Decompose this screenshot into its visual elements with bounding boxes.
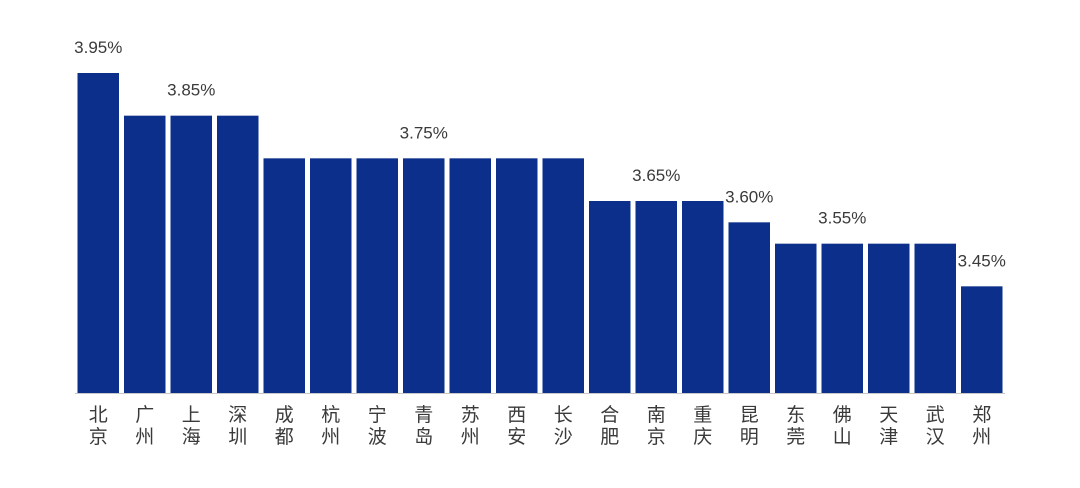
category-label-4: 深圳 (228, 404, 247, 448)
category-label-11: 长沙 (554, 404, 573, 448)
bar-11 (542, 158, 584, 393)
value-label-20: 3.45% (958, 251, 1006, 270)
category-label-9: 苏州 (461, 404, 480, 448)
category-label-5: 成都 (275, 404, 294, 448)
category-label-19: 武汉 (926, 404, 945, 448)
bar-17 (821, 243, 863, 393)
bar-8 (403, 158, 445, 393)
category-label-15: 昆明 (740, 404, 759, 448)
value-label-1: 3.95% (74, 38, 122, 57)
bar-12 (589, 201, 631, 393)
bar-5 (263, 158, 305, 393)
category-label-6: 杭州 (321, 404, 340, 448)
bar-19 (914, 243, 956, 393)
bar-6 (310, 158, 352, 393)
category-label-7: 宁波 (368, 404, 387, 448)
bar-9 (449, 158, 491, 393)
category-label-16: 东莞 (786, 404, 805, 448)
category-label-1: 北京 (89, 404, 108, 448)
bar-7 (356, 158, 398, 393)
category-label-18: 天津 (879, 404, 898, 448)
category-label-13: 南京 (647, 404, 666, 448)
bars-group (77, 73, 1003, 394)
category-label-12: 合肥 (600, 404, 619, 448)
bar-3 (170, 115, 212, 394)
bar-16 (775, 243, 817, 393)
bar-1 (77, 73, 119, 393)
value-label-8: 3.75% (400, 123, 448, 142)
category-label-3: 上海 (182, 404, 201, 448)
value-label-13: 3.65% (632, 166, 680, 185)
bar-2 (124, 115, 166, 394)
bar-4 (217, 115, 259, 394)
value-label-15: 3.60% (725, 187, 773, 206)
category-label-10: 西安 (507, 404, 526, 448)
bar-10 (496, 158, 538, 393)
category-label-2: 广州 (135, 404, 154, 448)
category-label-17: 佛山 (833, 404, 852, 448)
category-label-20: 郑州 (972, 404, 991, 448)
bar-15 (728, 222, 770, 393)
bar-20 (961, 286, 1003, 393)
bar-14 (682, 201, 724, 393)
bar-13 (635, 201, 677, 393)
value-label-17: 3.55% (818, 209, 866, 228)
category-label-14: 重庆 (693, 404, 712, 448)
bar-18 (868, 243, 910, 393)
value-labels-group: 3.95% 3.85% 3.75% 3.65% 3.60% 3.55% 3.45% (74, 38, 1006, 270)
category-label-8: 青岛 (414, 404, 433, 448)
value-label-3: 3.85% (167, 81, 215, 100)
